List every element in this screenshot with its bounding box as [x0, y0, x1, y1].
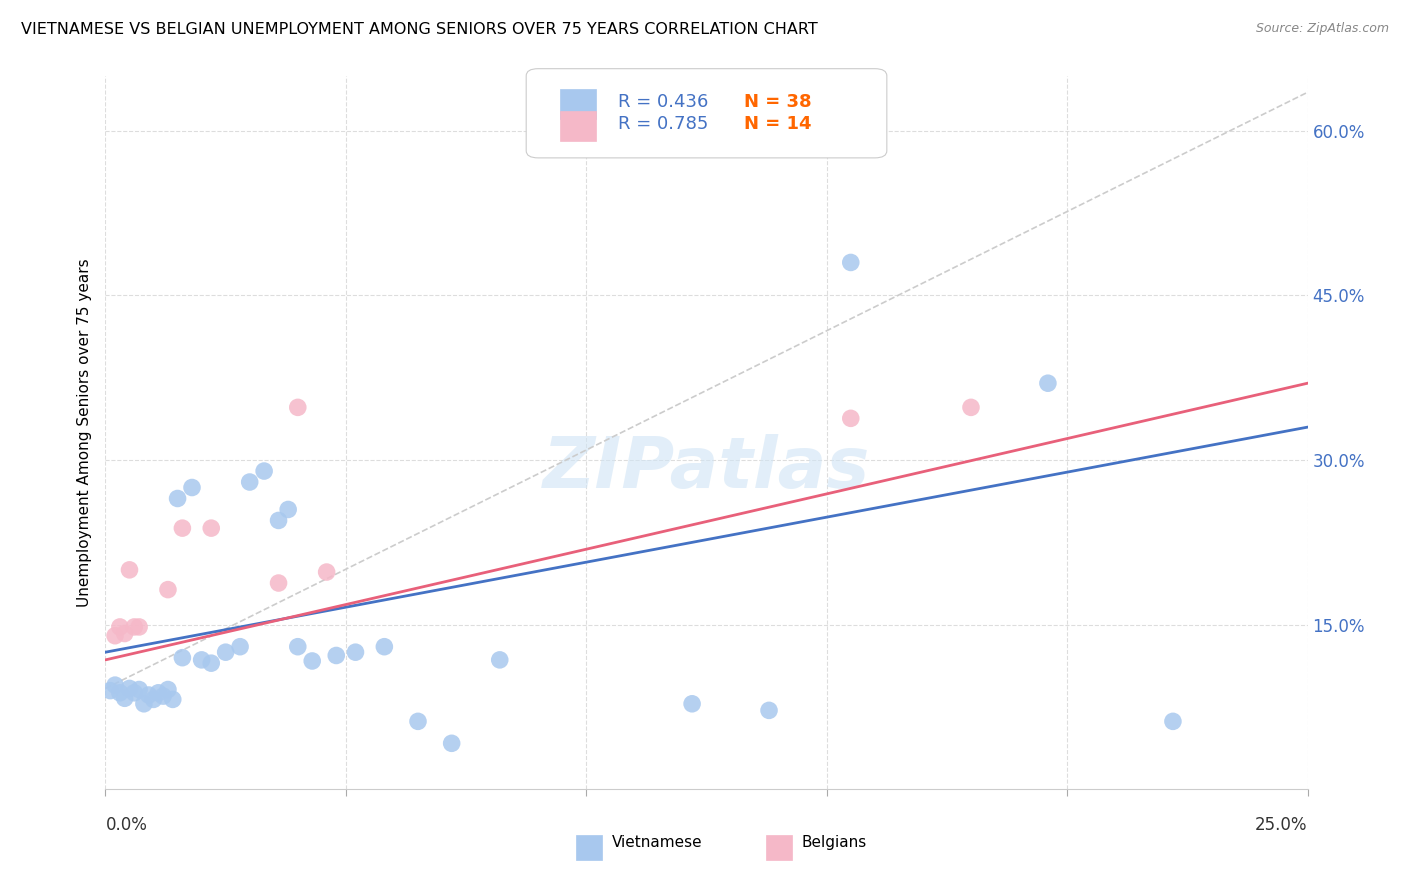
Point — [200, 521, 222, 535]
Point — [200, 656, 222, 670]
Point — [287, 401, 309, 415]
Point — [488, 653, 510, 667]
Point — [1036, 376, 1059, 391]
Point — [98, 683, 121, 698]
Point — [118, 681, 141, 696]
Point — [124, 620, 146, 634]
Bar — [560, 88, 596, 119]
Point — [214, 645, 236, 659]
Point — [148, 686, 170, 700]
Point — [839, 411, 862, 425]
Text: Belgians: Belgians — [801, 835, 866, 849]
Point — [315, 565, 337, 579]
Point — [181, 481, 204, 495]
Point — [142, 692, 165, 706]
Point — [1161, 714, 1184, 729]
Point — [172, 521, 194, 535]
Text: Source: ZipAtlas.com: Source: ZipAtlas.com — [1256, 22, 1389, 36]
Point — [839, 255, 862, 269]
Point — [190, 653, 212, 667]
Text: VIETNAMESE VS BELGIAN UNEMPLOYMENT AMONG SENIORS OVER 75 YEARS CORRELATION CHART: VIETNAMESE VS BELGIAN UNEMPLOYMENT AMONG… — [21, 22, 818, 37]
Point — [253, 464, 276, 478]
Point — [960, 401, 983, 415]
Point — [325, 648, 347, 663]
Point — [104, 629, 127, 643]
Bar — [560, 111, 596, 141]
Point — [124, 686, 146, 700]
Point — [162, 692, 184, 706]
Point — [681, 697, 703, 711]
Y-axis label: Unemployment Among Seniors over 75 years: Unemployment Among Seniors over 75 years — [77, 259, 93, 607]
Point — [287, 640, 309, 654]
Point — [138, 688, 160, 702]
Point — [239, 475, 262, 489]
Point — [104, 678, 127, 692]
Point — [128, 620, 150, 634]
Point — [406, 714, 429, 729]
Point — [114, 691, 136, 706]
Text: N = 38: N = 38 — [744, 93, 811, 112]
Text: ZIPatlas: ZIPatlas — [543, 434, 870, 503]
Point — [114, 626, 136, 640]
Point — [166, 491, 188, 506]
Point — [267, 576, 290, 591]
Point — [277, 502, 299, 516]
Point — [156, 682, 179, 697]
Point — [108, 686, 131, 700]
Point — [108, 620, 131, 634]
Point — [118, 563, 141, 577]
Point — [152, 689, 174, 703]
Point — [229, 640, 252, 654]
Text: Vietnamese: Vietnamese — [612, 835, 702, 849]
Point — [128, 682, 150, 697]
Text: 0.0%: 0.0% — [105, 816, 148, 834]
Text: R = 0.785: R = 0.785 — [617, 115, 709, 133]
FancyBboxPatch shape — [526, 69, 887, 158]
Point — [172, 650, 194, 665]
Text: 25.0%: 25.0% — [1256, 816, 1308, 834]
Text: R = 0.436: R = 0.436 — [617, 93, 709, 112]
Point — [344, 645, 367, 659]
Point — [301, 654, 323, 668]
Point — [267, 513, 290, 527]
Point — [156, 582, 179, 597]
Point — [758, 703, 780, 717]
Point — [373, 640, 395, 654]
Point — [132, 697, 155, 711]
Point — [440, 736, 463, 750]
Text: N = 14: N = 14 — [744, 115, 811, 133]
